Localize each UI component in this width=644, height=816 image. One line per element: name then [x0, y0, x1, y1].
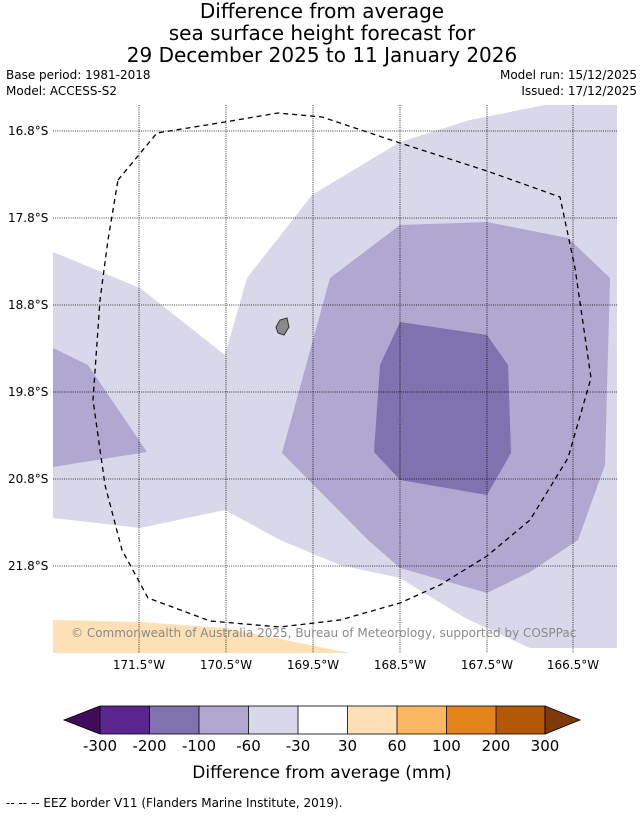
model-info-left: Base period: 1981-2018 Model: ACCESS-S2 — [6, 67, 151, 99]
colorbar-bin-4 — [248, 706, 298, 734]
colorbar-tick-7: 60 — [387, 737, 406, 755]
lat-label-6: 21.8°S — [8, 559, 48, 573]
longitude-labels: 171.5°W 170.5°W 169.5°W 168.5°W 167.5°W … — [113, 658, 599, 672]
lon-label-4: 168.5°W — [374, 658, 426, 672]
base-period: Base period: 1981-2018 — [6, 68, 151, 82]
colorbar-tick-3: -100 — [182, 737, 216, 755]
lon-label-1: 171.5°W — [113, 658, 165, 672]
colorbar-bin-8 — [446, 706, 496, 734]
model-name: Model: ACCESS-S2 — [6, 84, 118, 98]
lon-label-6: 166.5°W — [547, 658, 599, 672]
colorbar-tick-1: -300 — [83, 737, 117, 755]
colorbar-bin-7 — [397, 706, 447, 734]
lon-label-5: 167.5°W — [461, 658, 513, 672]
copyright-text: © Commonwealth of Australia 2025, Bureau… — [71, 626, 576, 640]
colorbar-outline — [99, 705, 546, 735]
colorbar-bin-9 — [496, 706, 545, 734]
map-panel: © Commonwealth of Australia 2025, Bureau… — [53, 105, 617, 653]
colorbar: -300 -200 -100 -60 -30 30 60 100 200 300… — [62, 705, 582, 783]
colorbar-bin-5 — [298, 706, 348, 734]
graticule — [53, 105, 617, 653]
eez-border — [92, 112, 592, 628]
colorbar-tick-4: -60 — [236, 737, 261, 755]
lat-label-4: 19.8°S — [8, 385, 48, 399]
colorbar-tick-2: -200 — [132, 737, 166, 755]
colorbar-bin-2 — [149, 706, 199, 734]
colorbar-dividers — [149, 706, 497, 734]
model-run-date: Model run: 15/12/2025 — [499, 68, 637, 82]
colorbar-bin-3 — [199, 706, 249, 734]
island-land — [275, 317, 290, 336]
colorbar-tick-6: 30 — [338, 737, 357, 755]
map-title: Difference from average sea surface heig… — [0, 0, 644, 66]
title-line-1: Difference from average — [199, 0, 445, 23]
colorbar-extend-high — [544, 705, 582, 735]
lat-label-5: 20.8°S — [8, 472, 48, 486]
colorbar-tick-8: 100 — [432, 737, 461, 755]
lat-label-3: 18.8°S — [8, 298, 48, 312]
latitude-labels: 16.8°S 17.8°S 18.8°S 19.8°S 20.8°S 21.8°… — [8, 124, 48, 573]
colorbar-bin-1 — [100, 706, 150, 734]
model-info-right: Model run: 15/12/2025 Issued: 17/12/2025 — [500, 67, 637, 99]
anomaly-region-plus30-60 — [53, 620, 350, 653]
anomaly-region-minus100-200 — [374, 322, 511, 495]
anomaly-region-minus60-100-west — [53, 348, 147, 467]
colorbar-extend-low — [62, 705, 101, 735]
eez-legend-note: -- -- -- EEZ border V11 (Flanders Marine… — [6, 796, 343, 810]
issued-date: Issued: 17/12/2025 — [521, 84, 637, 98]
colorbar-tick-9: 200 — [482, 737, 511, 755]
lon-label-3: 169.5°W — [287, 658, 339, 672]
lon-label-2: 170.5°W — [200, 658, 252, 672]
lat-label-1: 16.8°S — [8, 124, 48, 138]
title-line-3: 29 December 2025 to 11 January 2026 — [126, 43, 518, 67]
colorbar-label: Difference from average (mm) — [192, 763, 451, 783]
colorbar-tick-10: 300 — [531, 737, 560, 755]
colorbar-bin-6 — [347, 706, 397, 734]
colorbar-tick-5: -30 — [286, 737, 311, 755]
title-line-2: sea surface height forecast for — [168, 21, 476, 45]
lat-label-2: 17.8°S — [8, 211, 48, 225]
